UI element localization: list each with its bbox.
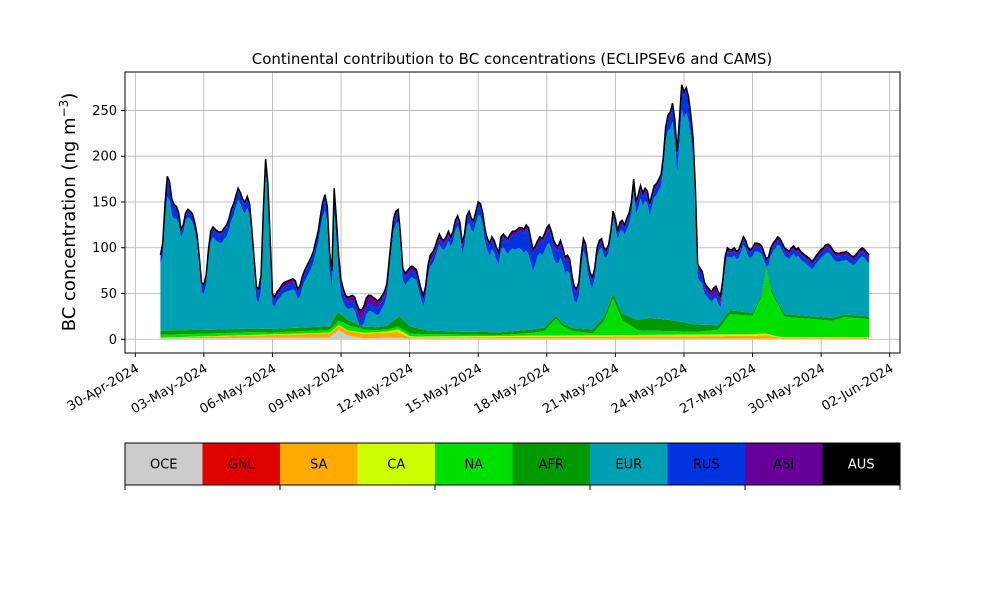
area-eur — [160, 109, 870, 333]
y-axis: 0 50 100 150 200 250 — [92, 104, 125, 348]
legend-label-asi: ASI — [773, 458, 794, 473]
x-tick-label: 03-May-2024 — [129, 361, 211, 417]
area-afr — [160, 266, 870, 335]
x-tick-label: 02-Jun-2024 — [819, 361, 896, 414]
y-tick-label: 100 — [92, 241, 117, 256]
total-outline — [159, 84, 870, 311]
x-tick-label: 27-May-2024 — [677, 361, 759, 417]
legend-swatch-gnl — [202, 443, 281, 485]
legend-label-sa: SA — [310, 458, 327, 473]
legend-swatch-aus — [822, 443, 901, 485]
stacked-areas — [160, 84, 870, 340]
legend-swatch-eur — [590, 443, 668, 485]
y-tick-label: 0 — [109, 333, 117, 348]
y-tick-label: 200 — [92, 150, 117, 165]
x-axis: 30-Apr-202403-May-202406-May-202409-May-… — [65, 353, 896, 417]
legend-label-na: NA — [464, 458, 483, 473]
legend-swatch-asi — [745, 443, 823, 485]
x-tick-label: 30-May-2024 — [746, 361, 828, 417]
x-tick-label: 09-May-2024 — [266, 361, 348, 417]
x-tick-label: 15-May-2024 — [403, 361, 485, 417]
y-tick-label: 250 — [92, 104, 117, 119]
area-oce — [160, 330, 870, 340]
chart-title: Continental contribution to BC concentra… — [252, 50, 773, 68]
area-na — [160, 269, 870, 338]
legend-swatch-ca — [357, 443, 436, 485]
legend-label-oce: OCE — [150, 458, 178, 473]
x-tick-label: 06-May-2024 — [197, 361, 279, 417]
y-tick-label: 150 — [92, 195, 117, 210]
legend-swatch-oce — [125, 443, 203, 485]
x-tick-label: 18-May-2024 — [472, 361, 554, 417]
legend-label-gnl: GNL — [228, 458, 256, 473]
legend-label-aus: AUS — [848, 458, 875, 473]
y-tick-label: 50 — [100, 287, 117, 302]
legend-swatch-afr — [512, 443, 591, 485]
legend-label-eur: EUR — [615, 458, 642, 473]
legend-label-ca: CA — [387, 458, 405, 473]
x-tick-label: 21-May-2024 — [540, 361, 622, 417]
plot-frame — [124, 71, 901, 354]
x-tick-label: 24-May-2024 — [609, 361, 691, 417]
legend-label-afr: AFR — [539, 458, 564, 473]
area-sa — [160, 325, 870, 339]
legend-swatch-sa — [280, 443, 358, 485]
legend-swatch-rus — [667, 443, 746, 485]
y-axis-label: BC concentration (ng m−3) — [57, 93, 80, 332]
legend-label-rus: RUS — [693, 458, 720, 473]
legend-frame — [124, 442, 901, 486]
area-ca — [160, 325, 870, 338]
x-tick-label: 12-May-2024 — [334, 361, 416, 417]
legend-colorbar: OCE GNL SA CA NA AFR EUR RUS ASI AUS — [124, 442, 901, 490]
legend-swatch-na — [435, 443, 513, 485]
